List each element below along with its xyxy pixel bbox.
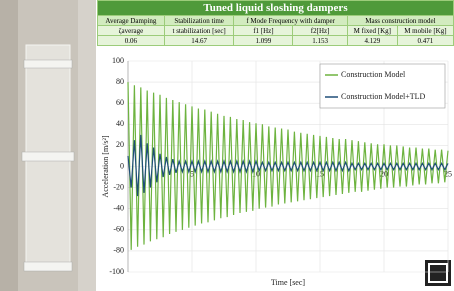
y-tick-label: -40 xyxy=(113,204,124,213)
y-tick-label: -80 xyxy=(113,246,124,255)
legend-label: Construction Model+TLD xyxy=(341,92,426,101)
table-cell: 4.129 xyxy=(347,36,397,46)
table-cell: 0.471 xyxy=(397,36,453,46)
y-tick-label: 60 xyxy=(116,98,124,107)
y-tick-label: 20 xyxy=(116,140,124,149)
y-tick-label: 0 xyxy=(120,161,124,170)
table-cell: f1 [Hz] xyxy=(234,26,293,36)
y-tick-label: -60 xyxy=(113,225,124,234)
table-title: Tuned liquid sloshing dampers xyxy=(98,1,454,16)
table-cell: M mobile [Kg] xyxy=(397,26,453,36)
table-cell: ζaverage xyxy=(98,26,165,36)
y-tick-label: -20 xyxy=(113,182,124,191)
legend-label: Construction Model xyxy=(341,70,406,79)
table-cell: f2[Hz] xyxy=(293,26,348,36)
table-cell: 1.099 xyxy=(234,36,293,46)
info-table: Tuned liquid sloshing dampers Average Da… xyxy=(97,0,454,46)
y-axis-label: Acceleration [m/s²] xyxy=(101,135,110,197)
header-cell: Average Damping xyxy=(98,16,165,26)
header-cell: Mass construction model xyxy=(347,16,453,26)
header-cell: Stabilization time xyxy=(164,16,234,26)
header-cell: f Mode Frequency with damper xyxy=(234,16,347,26)
table-cell: 0.06 xyxy=(98,36,165,46)
page: {"table":{"title":"Tuned liquid sloshing… xyxy=(0,0,454,291)
table-cell: 14.67 xyxy=(164,36,234,46)
photo xyxy=(0,0,96,291)
y-tick-label: -100 xyxy=(109,267,124,276)
table-cell: t stabilization [sec] xyxy=(164,26,234,36)
y-tick-label: 80 xyxy=(116,77,124,86)
table-cell: M fixed [Kg] xyxy=(347,26,397,36)
series-line xyxy=(128,135,448,196)
y-tick-label: 100 xyxy=(112,56,124,65)
x-axis-label: Time [sec] xyxy=(271,278,305,287)
table-cell: 1.153 xyxy=(293,36,348,46)
y-tick-label: 40 xyxy=(116,119,124,128)
